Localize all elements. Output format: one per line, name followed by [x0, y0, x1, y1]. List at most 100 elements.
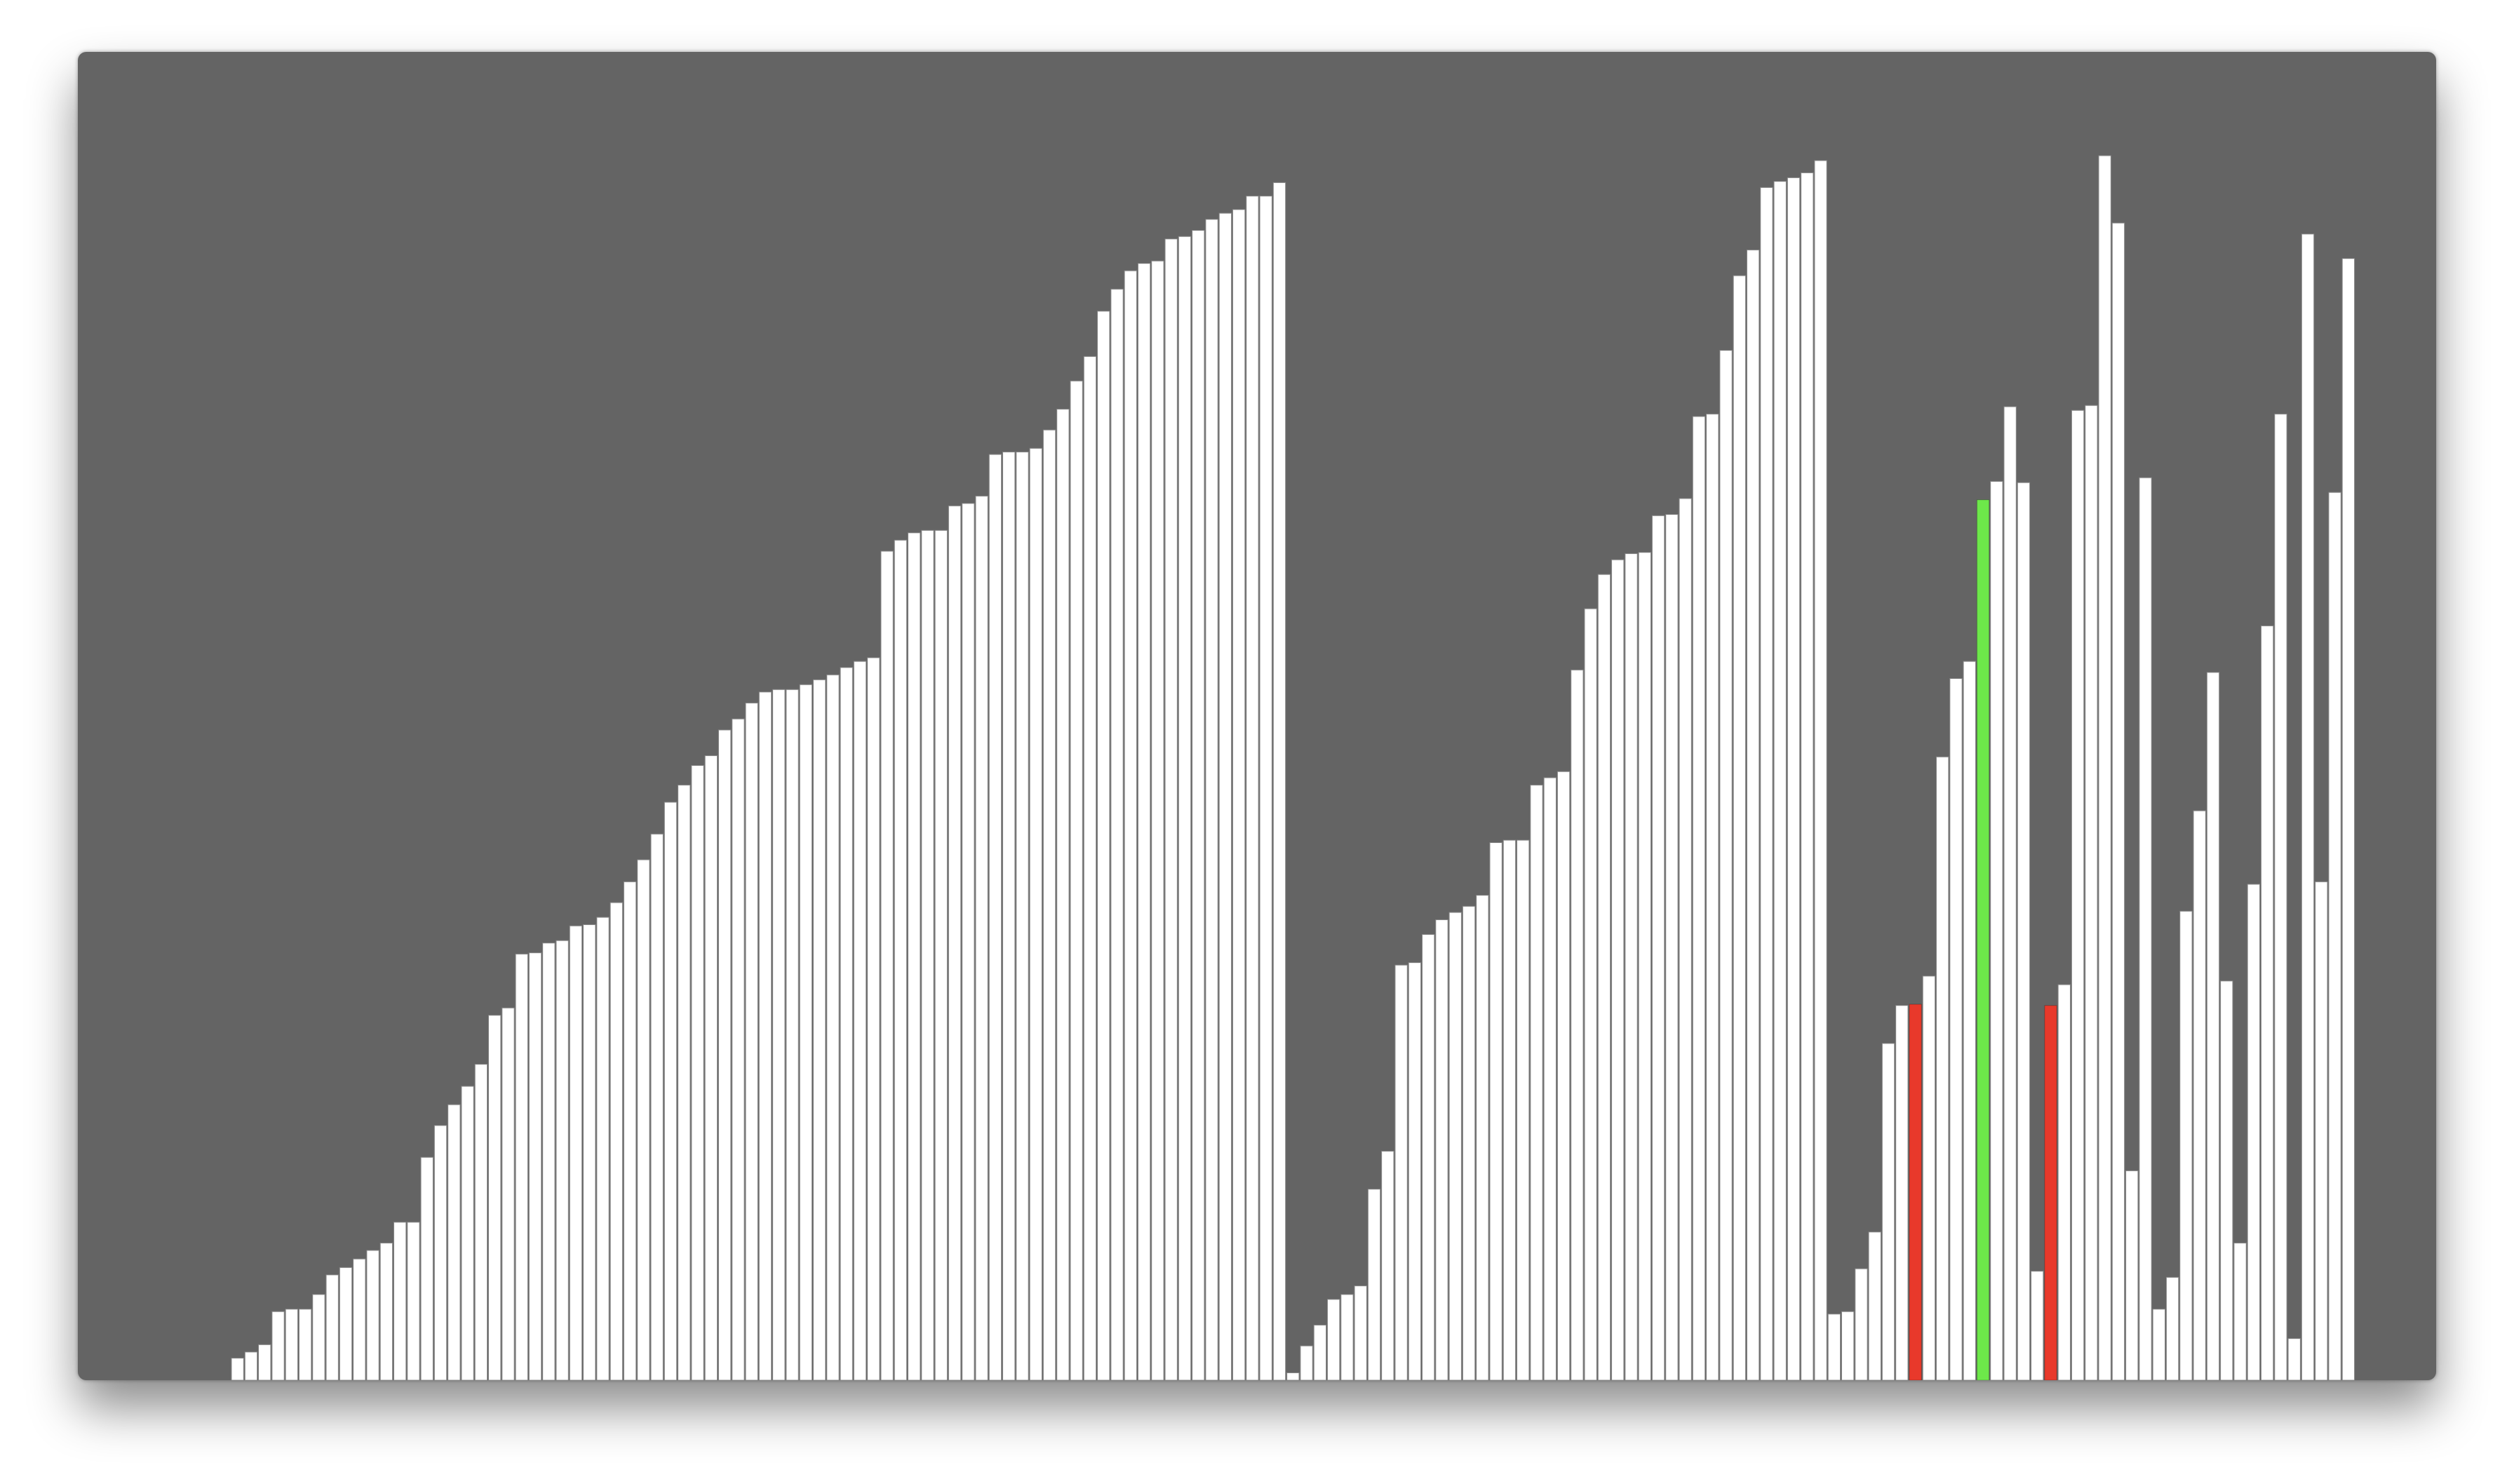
bar [758, 692, 772, 1380]
bar [2287, 1338, 2301, 1380]
bar [488, 1015, 502, 1380]
bar [1367, 1189, 1381, 1380]
bar [2301, 234, 2315, 1380]
bar [853, 661, 867, 1380]
bar [407, 1222, 420, 1380]
bar [2274, 413, 2287, 1380]
bar [2179, 910, 2193, 1380]
bar-compare [2044, 1005, 2057, 1380]
bar [1164, 238, 1178, 1380]
bar [2017, 482, 2031, 1380]
bar [1638, 552, 1651, 1380]
bar [2031, 1271, 2044, 1380]
bar [1070, 380, 1083, 1380]
bar [231, 1358, 244, 1380]
bar [732, 718, 745, 1380]
bar [650, 833, 664, 1380]
bar [1042, 429, 1056, 1380]
bar [1272, 182, 1286, 1380]
bar [1936, 756, 1949, 1380]
bar [1394, 964, 1408, 1380]
bar [1137, 263, 1151, 1380]
bar [2328, 492, 2341, 1380]
bar [1571, 669, 1584, 1380]
bar [1124, 270, 1137, 1380]
bar [1462, 905, 1476, 1380]
bar [718, 729, 732, 1380]
bar [2165, 1276, 2179, 1380]
bar [867, 657, 880, 1380]
bar [1029, 447, 1042, 1380]
bar [461, 1086, 474, 1380]
bar [1990, 480, 2003, 1380]
bar-chart-canvas [231, 155, 2355, 1380]
bar [366, 1250, 379, 1380]
bar [880, 551, 894, 1380]
bar [298, 1309, 312, 1380]
bar [433, 1125, 448, 1380]
bar [1557, 771, 1571, 1380]
bar [1584, 608, 1597, 1380]
bar [1476, 895, 1489, 1380]
bar [1801, 172, 1814, 1380]
bar [2003, 406, 2017, 1380]
bar [1435, 919, 1448, 1380]
bar [1706, 413, 1719, 1380]
bar [1286, 1372, 1300, 1380]
bar [2111, 222, 2125, 1380]
bar [2085, 405, 2098, 1380]
bar [1313, 1324, 1326, 1380]
bar [637, 859, 650, 1380]
bar [1625, 553, 1638, 1380]
bar [812, 679, 826, 1380]
bar [772, 689, 786, 1380]
bar [1611, 559, 1625, 1380]
bar [1354, 1286, 1367, 1380]
bar [988, 454, 1002, 1380]
bar [1719, 350, 1733, 1380]
bar [2233, 1242, 2247, 1380]
bar [1056, 408, 1070, 1380]
bar [1949, 678, 1963, 1380]
bar [556, 940, 569, 1380]
bar [1787, 177, 1801, 1380]
bar [908, 532, 921, 1380]
bar [515, 953, 528, 1380]
bar-active [1976, 499, 1990, 1380]
bar [2057, 984, 2071, 1380]
bar [745, 702, 758, 1380]
bar [840, 667, 853, 1380]
bar [664, 802, 678, 1380]
bar [921, 529, 934, 1380]
bar [1868, 1232, 1881, 1380]
bar [1232, 209, 1246, 1380]
bar [1963, 661, 1976, 1380]
bar [420, 1156, 433, 1380]
bar [2152, 1309, 2165, 1380]
bar [1300, 1345, 1313, 1380]
bar [271, 1311, 285, 1380]
bar [2071, 410, 2085, 1380]
bar [1097, 311, 1110, 1380]
bar [569, 925, 583, 1380]
bar [1083, 356, 1097, 1380]
bar [704, 755, 718, 1380]
bar [2098, 155, 2111, 1380]
bar [1841, 1311, 1855, 1380]
bar [610, 902, 623, 1380]
bar [502, 1007, 515, 1380]
bar [1489, 842, 1503, 1380]
bar [623, 881, 637, 1380]
visualizer-window [78, 52, 2436, 1380]
bar [1408, 962, 1422, 1380]
bar [1692, 416, 1706, 1380]
bar [379, 1242, 393, 1380]
bar [2247, 884, 2261, 1380]
bar [353, 1258, 366, 1380]
bar [583, 924, 596, 1380]
bar [448, 1104, 461, 1380]
bar [2261, 625, 2274, 1380]
bar [948, 505, 962, 1380]
bar [826, 674, 840, 1380]
bar [1679, 498, 1692, 1380]
